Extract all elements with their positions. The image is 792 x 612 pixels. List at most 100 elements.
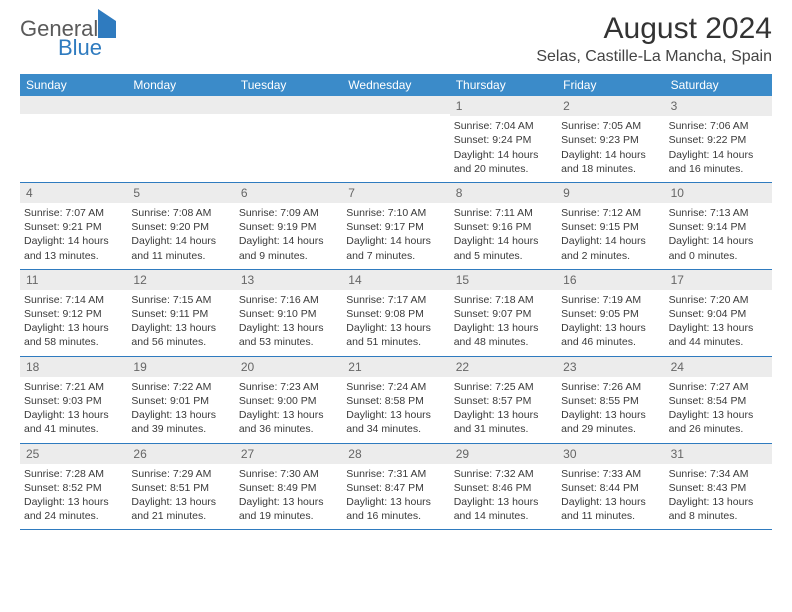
sunrise-text: Sunrise: 7:21 AM <box>24 380 123 394</box>
daylight-text: Daylight: 14 hours and 9 minutes. <box>239 234 338 262</box>
sunrise-text: Sunrise: 7:12 AM <box>561 206 660 220</box>
day-body: Sunrise: 7:19 AMSunset: 9:05 PMDaylight:… <box>557 290 664 356</box>
day-cell: 24Sunrise: 7:27 AMSunset: 8:54 PMDayligh… <box>665 357 772 443</box>
day-body: Sunrise: 7:21 AMSunset: 9:03 PMDaylight:… <box>20 377 127 443</box>
day-body: Sunrise: 7:12 AMSunset: 9:15 PMDaylight:… <box>557 203 664 269</box>
sunrise-text: Sunrise: 7:08 AM <box>131 206 230 220</box>
day-body: Sunrise: 7:29 AMSunset: 8:51 PMDaylight:… <box>127 464 234 530</box>
day-number: 20 <box>235 357 342 377</box>
title-block: August 2024 Selas, Castille-La Mancha, S… <box>536 12 772 66</box>
day-body <box>342 114 449 123</box>
day-body: Sunrise: 7:07 AMSunset: 9:21 PMDaylight:… <box>20 203 127 269</box>
day-cell: 30Sunrise: 7:33 AMSunset: 8:44 PMDayligh… <box>557 444 664 530</box>
day-body: Sunrise: 7:34 AMSunset: 8:43 PMDaylight:… <box>665 464 772 530</box>
daylight-text: Daylight: 14 hours and 16 minutes. <box>669 148 768 176</box>
day-number: 18 <box>20 357 127 377</box>
day-number <box>20 96 127 114</box>
sunrise-text: Sunrise: 7:04 AM <box>454 119 553 133</box>
sunrise-text: Sunrise: 7:27 AM <box>669 380 768 394</box>
daylight-text: Daylight: 13 hours and 48 minutes. <box>454 321 553 349</box>
daylight-text: Daylight: 13 hours and 46 minutes. <box>561 321 660 349</box>
sunset-text: Sunset: 9:11 PM <box>131 307 230 321</box>
sunrise-text: Sunrise: 7:25 AM <box>454 380 553 394</box>
daylight-text: Daylight: 13 hours and 39 minutes. <box>131 408 230 436</box>
sunset-text: Sunset: 9:22 PM <box>669 133 768 147</box>
day-number: 30 <box>557 444 664 464</box>
day-cell: 3Sunrise: 7:06 AMSunset: 9:22 PMDaylight… <box>665 96 772 182</box>
sunrise-text: Sunrise: 7:23 AM <box>239 380 338 394</box>
day-number: 8 <box>450 183 557 203</box>
weekday-wed: Wednesday <box>342 74 449 96</box>
header: General Blue August 2024 Selas, Castille… <box>20 12 772 66</box>
daylight-text: Daylight: 14 hours and 2 minutes. <box>561 234 660 262</box>
day-body: Sunrise: 7:23 AMSunset: 9:00 PMDaylight:… <box>235 377 342 443</box>
logo: General Blue <box>20 12 116 59</box>
sunrise-text: Sunrise: 7:09 AM <box>239 206 338 220</box>
sunset-text: Sunset: 9:10 PM <box>239 307 338 321</box>
day-number: 19 <box>127 357 234 377</box>
day-number: 31 <box>665 444 772 464</box>
day-body: Sunrise: 7:17 AMSunset: 9:08 PMDaylight:… <box>342 290 449 356</box>
daylight-text: Daylight: 14 hours and 18 minutes. <box>561 148 660 176</box>
day-number: 23 <box>557 357 664 377</box>
sunrise-text: Sunrise: 7:32 AM <box>454 467 553 481</box>
logo-text-wrap: General Blue <box>20 18 116 59</box>
day-number: 13 <box>235 270 342 290</box>
sunset-text: Sunset: 9:03 PM <box>24 394 123 408</box>
sunset-text: Sunset: 9:21 PM <box>24 220 123 234</box>
day-cell: 2Sunrise: 7:05 AMSunset: 9:23 PMDaylight… <box>557 96 664 182</box>
day-body: Sunrise: 7:28 AMSunset: 8:52 PMDaylight:… <box>20 464 127 530</box>
sunset-text: Sunset: 9:19 PM <box>239 220 338 234</box>
sunset-text: Sunset: 9:01 PM <box>131 394 230 408</box>
day-number: 29 <box>450 444 557 464</box>
day-cell: 11Sunrise: 7:14 AMSunset: 9:12 PMDayligh… <box>20 270 127 356</box>
day-number: 6 <box>235 183 342 203</box>
sunrise-text: Sunrise: 7:05 AM <box>561 119 660 133</box>
sunrise-text: Sunrise: 7:14 AM <box>24 293 123 307</box>
day-number <box>342 96 449 114</box>
daylight-text: Daylight: 14 hours and 5 minutes. <box>454 234 553 262</box>
sunrise-text: Sunrise: 7:06 AM <box>669 119 768 133</box>
weekday-header: Sunday Monday Tuesday Wednesday Thursday… <box>20 74 772 96</box>
day-number: 14 <box>342 270 449 290</box>
day-cell: 18Sunrise: 7:21 AMSunset: 9:03 PMDayligh… <box>20 357 127 443</box>
week-row: 11Sunrise: 7:14 AMSunset: 9:12 PMDayligh… <box>20 270 772 357</box>
sunrise-text: Sunrise: 7:17 AM <box>346 293 445 307</box>
sunset-text: Sunset: 8:49 PM <box>239 481 338 495</box>
daylight-text: Daylight: 13 hours and 53 minutes. <box>239 321 338 349</box>
sunrise-text: Sunrise: 7:31 AM <box>346 467 445 481</box>
sunset-text: Sunset: 9:12 PM <box>24 307 123 321</box>
weekday-tue: Tuesday <box>235 74 342 96</box>
day-body: Sunrise: 7:20 AMSunset: 9:04 PMDaylight:… <box>665 290 772 356</box>
daylight-text: Daylight: 13 hours and 19 minutes. <box>239 495 338 523</box>
day-cell: 26Sunrise: 7:29 AMSunset: 8:51 PMDayligh… <box>127 444 234 530</box>
day-number: 28 <box>342 444 449 464</box>
week-row: 18Sunrise: 7:21 AMSunset: 9:03 PMDayligh… <box>20 357 772 444</box>
day-cell: 16Sunrise: 7:19 AMSunset: 9:05 PMDayligh… <box>557 270 664 356</box>
daylight-text: Daylight: 14 hours and 7 minutes. <box>346 234 445 262</box>
day-body: Sunrise: 7:16 AMSunset: 9:10 PMDaylight:… <box>235 290 342 356</box>
sunrise-text: Sunrise: 7:16 AM <box>239 293 338 307</box>
day-body: Sunrise: 7:08 AMSunset: 9:20 PMDaylight:… <box>127 203 234 269</box>
day-body: Sunrise: 7:04 AMSunset: 9:24 PMDaylight:… <box>450 116 557 182</box>
day-cell: 21Sunrise: 7:24 AMSunset: 8:58 PMDayligh… <box>342 357 449 443</box>
day-number: 1 <box>450 96 557 116</box>
day-number: 15 <box>450 270 557 290</box>
sunset-text: Sunset: 9:20 PM <box>131 220 230 234</box>
daylight-text: Daylight: 13 hours and 8 minutes. <box>669 495 768 523</box>
daylight-text: Daylight: 13 hours and 44 minutes. <box>669 321 768 349</box>
daylight-text: Daylight: 13 hours and 26 minutes. <box>669 408 768 436</box>
sunset-text: Sunset: 9:15 PM <box>561 220 660 234</box>
day-number: 22 <box>450 357 557 377</box>
daylight-text: Daylight: 13 hours and 36 minutes. <box>239 408 338 436</box>
sunset-text: Sunset: 8:52 PM <box>24 481 123 495</box>
weekday-sat: Saturday <box>665 74 772 96</box>
day-body: Sunrise: 7:27 AMSunset: 8:54 PMDaylight:… <box>665 377 772 443</box>
day-body: Sunrise: 7:33 AMSunset: 8:44 PMDaylight:… <box>557 464 664 530</box>
day-body: Sunrise: 7:15 AMSunset: 9:11 PMDaylight:… <box>127 290 234 356</box>
day-body: Sunrise: 7:32 AMSunset: 8:46 PMDaylight:… <box>450 464 557 530</box>
logo-mark-icon <box>98 9 116 38</box>
sunrise-text: Sunrise: 7:26 AM <box>561 380 660 394</box>
day-cell: 29Sunrise: 7:32 AMSunset: 8:46 PMDayligh… <box>450 444 557 530</box>
day-number: 25 <box>20 444 127 464</box>
